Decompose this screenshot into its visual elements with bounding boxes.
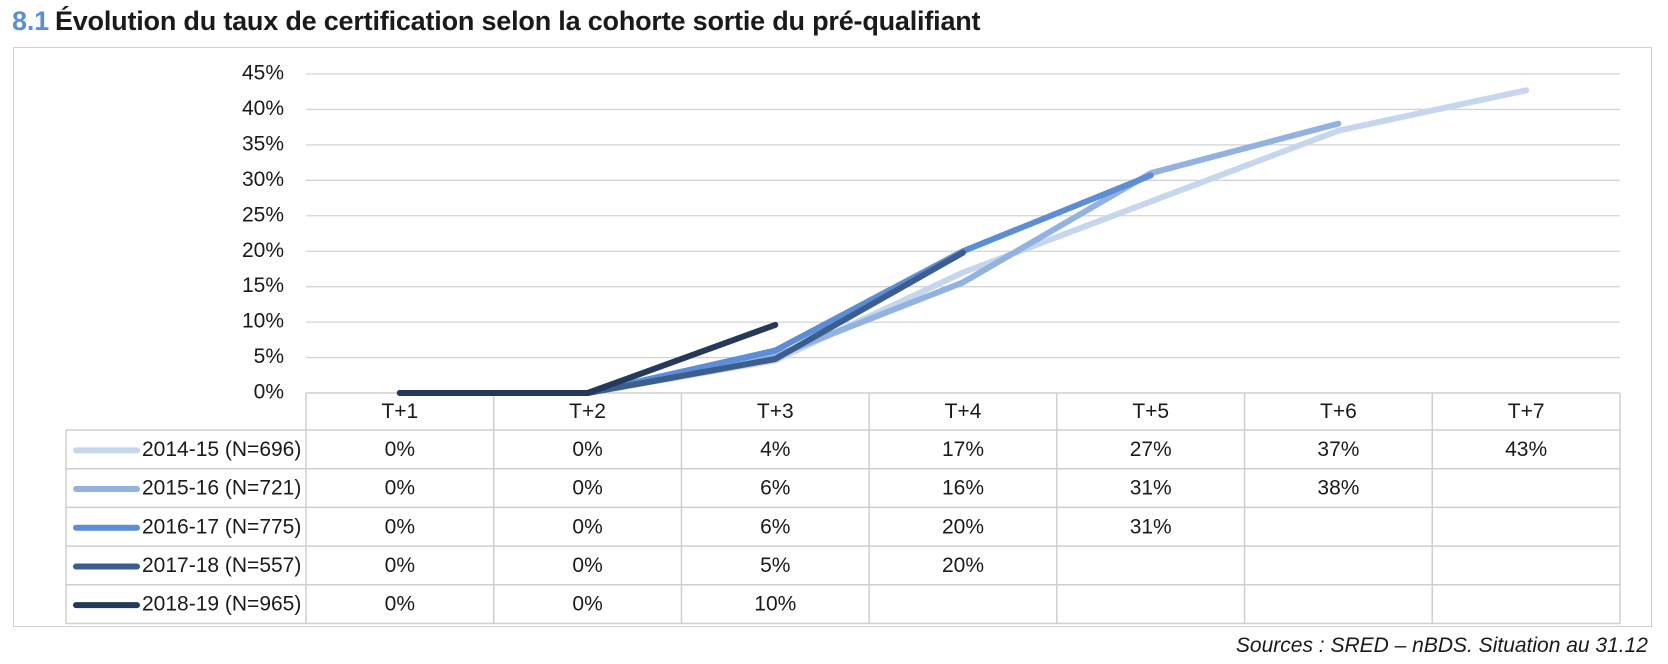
y-tick-label: 25% — [242, 203, 284, 226]
data-label: 0% — [572, 515, 602, 538]
data-label: 0% — [385, 515, 415, 538]
data-label: 0% — [385, 554, 415, 577]
data-label: 0% — [572, 477, 602, 500]
data-label: 0% — [572, 554, 602, 577]
data-label: 6% — [760, 515, 790, 538]
x-tick-label: T+4 — [945, 400, 982, 423]
data-label: 17% — [942, 438, 984, 461]
y-tick-label: 35% — [242, 132, 284, 155]
y-tick-label: 10% — [242, 310, 284, 333]
source-note: Sources : SRED – nBDS. Situation au 31.1… — [1235, 634, 1648, 657]
data-label: 6% — [760, 477, 790, 500]
y-tick-label: 5% — [254, 345, 284, 368]
data-label: 20% — [942, 515, 984, 538]
data-label: 38% — [1317, 477, 1359, 500]
data-label: 20% — [942, 554, 984, 577]
data-label: 31% — [1130, 477, 1172, 500]
data-label: 16% — [942, 477, 984, 500]
data-label: 5% — [760, 554, 790, 577]
data-label: 31% — [1130, 515, 1172, 538]
legend-label: 2014-15 (N=696) — [142, 438, 301, 461]
y-tick-label: 0% — [254, 381, 284, 404]
legend-label: 2016-17 (N=775) — [142, 515, 301, 538]
figure-number: 8.1 — [12, 6, 49, 36]
data-label: 4% — [760, 438, 790, 461]
x-tick-label: T+7 — [1508, 400, 1545, 423]
series-line — [396, 87, 1530, 396]
chart-title: 8.1 Évolution du taux de certification se… — [12, 6, 981, 37]
y-tick-label: 30% — [242, 168, 284, 191]
legend-label: 2017-18 (N=557) — [142, 554, 301, 577]
data-label: 0% — [385, 477, 415, 500]
data-label: 0% — [385, 593, 415, 616]
y-tick-label: 40% — [242, 97, 284, 120]
x-tick-label: T+6 — [1320, 400, 1357, 423]
legend-label: 2015-16 (N=721) — [142, 477, 301, 500]
data-label: 10% — [754, 593, 796, 616]
data-label: 27% — [1130, 438, 1172, 461]
x-tick-label: T+5 — [1132, 400, 1169, 423]
data-label: 0% — [385, 438, 415, 461]
series-line — [396, 120, 1342, 396]
chart-frame — [13, 47, 1652, 627]
y-tick-label: 20% — [242, 239, 284, 262]
x-tick-label: T+3 — [757, 400, 794, 423]
x-tick-label: T+1 — [381, 400, 418, 423]
series-line — [396, 321, 779, 396]
data-label: 0% — [572, 438, 602, 461]
figure-title: Évolution du taux de certification selon… — [54, 6, 981, 36]
data-label: 43% — [1505, 438, 1547, 461]
legend-label: 2018-19 (N=965) — [142, 593, 301, 616]
y-tick-label: 45% — [242, 62, 284, 85]
data-label: 37% — [1317, 438, 1359, 461]
x-tick-label: T+2 — [569, 400, 606, 423]
data-label: 0% — [572, 593, 602, 616]
y-tick-label: 15% — [242, 274, 284, 297]
